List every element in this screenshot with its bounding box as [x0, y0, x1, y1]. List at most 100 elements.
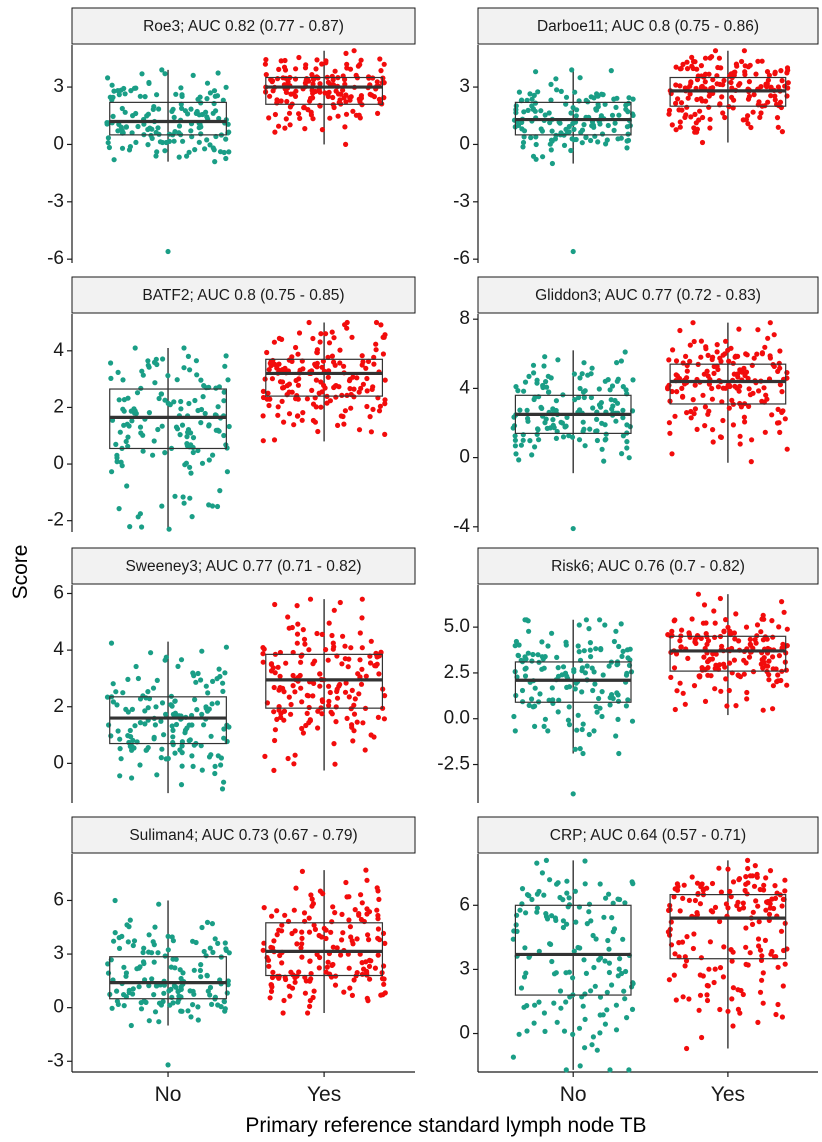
data-point: [181, 365, 187, 371]
data-point: [746, 386, 752, 392]
data-point: [170, 742, 176, 748]
data-point: [720, 417, 726, 424]
data-point: [704, 885, 710, 891]
data-point: [349, 724, 355, 730]
data-point: [326, 683, 332, 689]
data-point: [705, 659, 711, 665]
data-point: [687, 342, 693, 348]
data-point: [692, 382, 698, 388]
data-point: [543, 857, 550, 864]
data-point: [313, 404, 319, 410]
data-point: [357, 674, 363, 680]
data-point: [564, 890, 570, 896]
data-point: [571, 126, 577, 132]
data-point: [327, 115, 333, 121]
data-point: [599, 689, 605, 695]
data-point: [223, 946, 229, 952]
data-point: [609, 383, 616, 389]
data-point: [588, 988, 594, 994]
data-point: [548, 941, 554, 948]
data-point: [576, 437, 583, 443]
data-point: [297, 115, 303, 121]
data-point: [172, 129, 178, 135]
data-point: [735, 1006, 742, 1013]
data-point: [617, 956, 623, 962]
data-point: [696, 1007, 702, 1013]
data-point: [318, 404, 324, 410]
y-tick-label: 3: [53, 943, 64, 964]
data-point: [517, 907, 523, 913]
data-point: [115, 369, 121, 375]
data-point: [765, 77, 772, 83]
data-point: [710, 909, 716, 915]
data-point: [335, 422, 341, 428]
data-point: [563, 970, 569, 976]
data-point: [604, 137, 610, 143]
data-point: [368, 429, 374, 435]
panel-title: Risk6; AUC 0.76 (0.7 - 0.82): [551, 558, 745, 575]
data-point: [622, 996, 628, 1002]
data-point: [159, 67, 165, 73]
data-point: [306, 704, 312, 711]
data-point: [673, 64, 679, 70]
data-point: [290, 683, 296, 689]
data-point: [309, 896, 315, 902]
data-point: [212, 93, 218, 99]
data-point: [145, 689, 151, 695]
data-point: [728, 71, 734, 77]
data-point: [778, 928, 785, 934]
data-point: [766, 672, 772, 678]
data-point: [165, 755, 171, 762]
data-point: [673, 358, 680, 364]
data-point: [127, 727, 133, 734]
data-point: [139, 71, 145, 77]
data-point: [148, 132, 154, 139]
panel-title: Suliman4; AUC 0.73 (0.67 - 0.79): [129, 827, 357, 844]
data-point: [225, 978, 231, 984]
data-point: [754, 351, 760, 357]
data-point: [349, 687, 355, 694]
data-point: [343, 99, 349, 105]
data-point: [536, 437, 542, 443]
data-point: [123, 438, 129, 445]
data-point: [286, 110, 293, 116]
data-point: [756, 943, 762, 949]
panel-6: Risk6; AUC 0.76 (0.7 - 0.82)-2.50.02.55.…: [437, 547, 819, 803]
data-point: [290, 672, 296, 679]
data-point: [133, 85, 139, 91]
data-point: [152, 1009, 159, 1015]
data-point: [598, 113, 605, 119]
box: [669, 363, 787, 405]
data-point: [292, 979, 298, 985]
data-point: [613, 1027, 620, 1033]
data-point: [160, 356, 166, 362]
data-point: [374, 79, 380, 85]
data-point: [171, 399, 177, 405]
data-point: [293, 344, 299, 351]
data-point: [580, 419, 586, 425]
data-point: [534, 909, 540, 915]
data-point: [623, 968, 629, 975]
data-point: [702, 79, 708, 85]
data-point: [262, 753, 268, 760]
data-point: [172, 493, 178, 499]
data-point: [625, 655, 631, 661]
data-point: [676, 940, 682, 946]
data-point: [137, 762, 143, 768]
data-point: [223, 353, 229, 359]
data-point: [140, 372, 146, 378]
y-tick-label: 4: [53, 340, 64, 361]
data-point: [530, 153, 537, 159]
data-point: [366, 957, 373, 964]
data-point: [278, 98, 284, 104]
data-point: [564, 414, 570, 420]
data-point: [577, 385, 583, 392]
data-point: [534, 380, 540, 386]
data-point: [555, 709, 561, 715]
data-point: [610, 900, 616, 906]
data-point: [380, 351, 386, 357]
data-point: [131, 407, 137, 413]
data-point: [189, 514, 195, 520]
